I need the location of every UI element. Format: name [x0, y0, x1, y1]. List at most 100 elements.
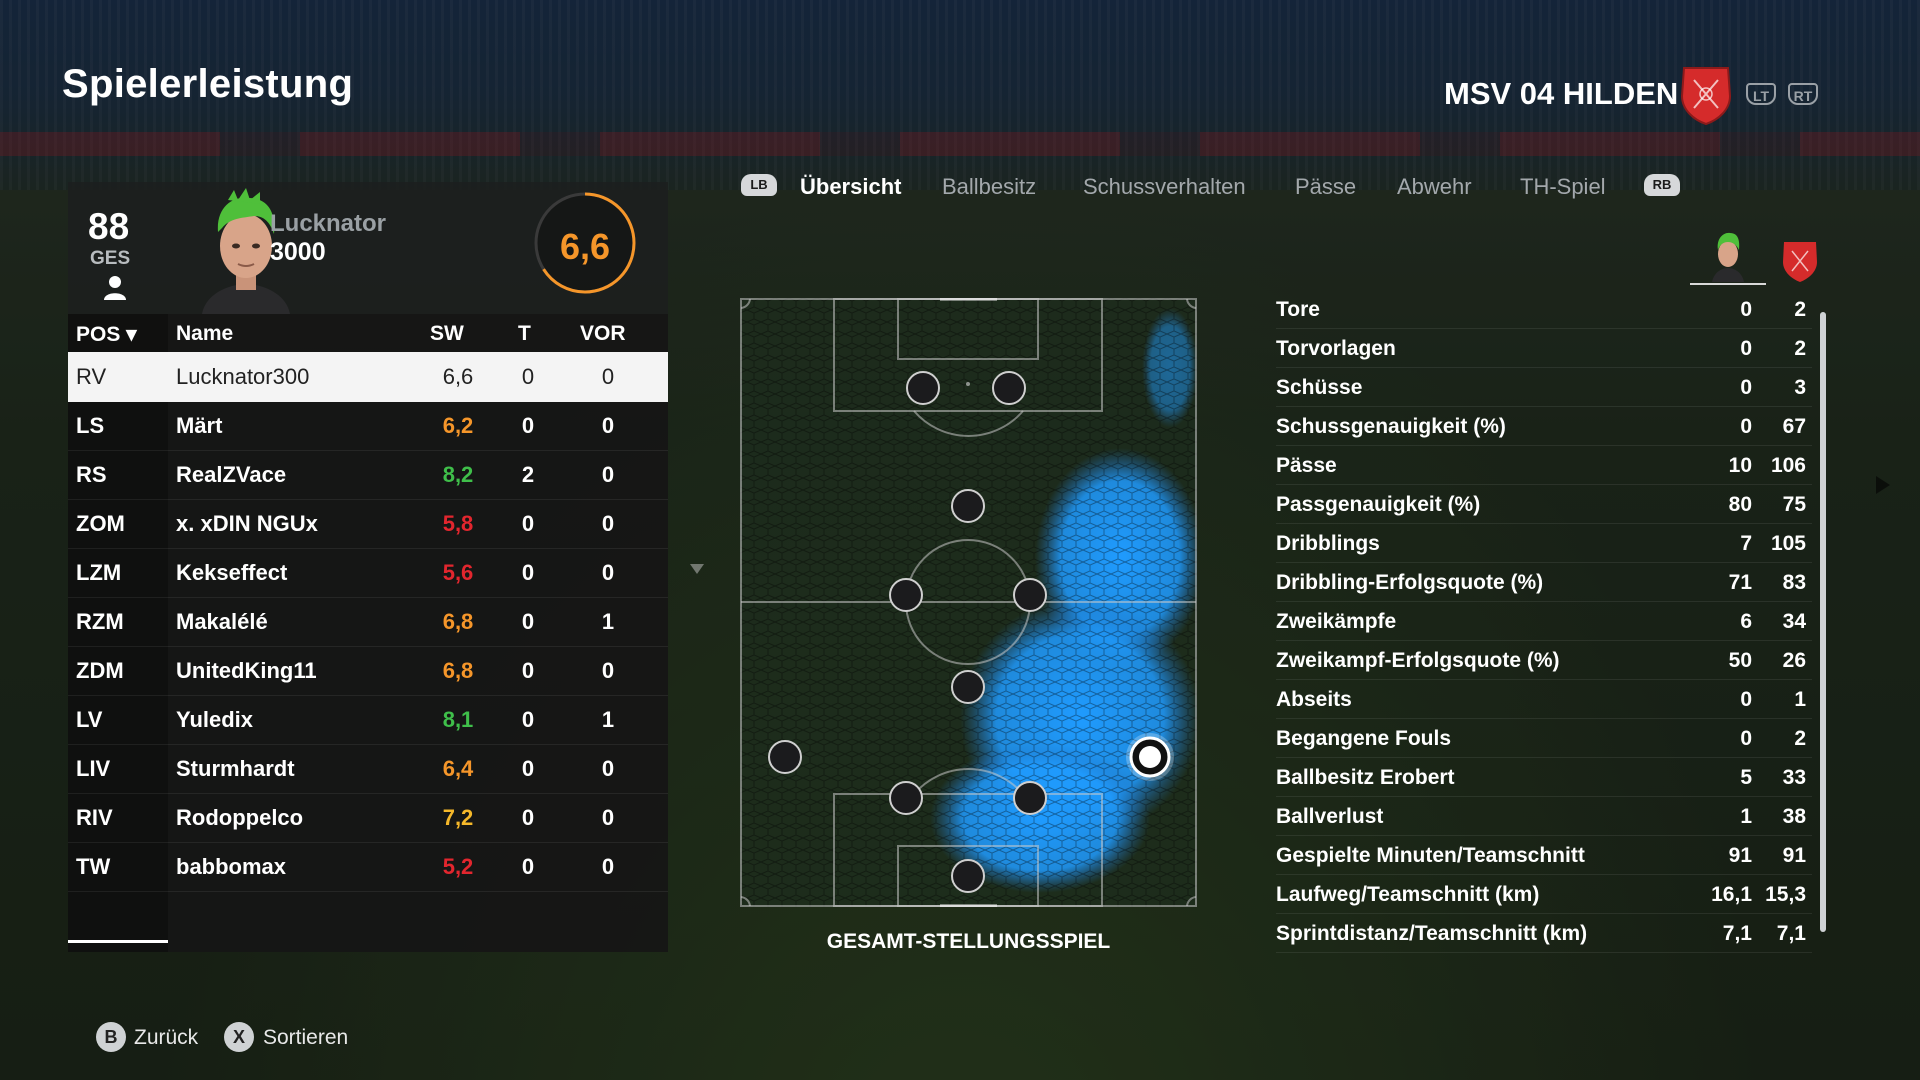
table-row[interactable]: RZM Makalélé 6,8 0 1 [68, 597, 668, 647]
column-header-t[interactable]: T [518, 322, 531, 345]
column-header-sw[interactable]: SW [430, 322, 464, 345]
stat-team-value: 2 [1794, 298, 1806, 321]
position-cell: ZDM [76, 658, 124, 683]
table-row[interactable]: RIV Rodoppelco 7,2 0 0 [68, 793, 668, 843]
rating-cell: 5,6 [442, 560, 474, 585]
position-cell: LIV [76, 756, 111, 781]
rating-cell: 5,2 [442, 854, 474, 879]
table-row[interactable]: LV Yuledix 8,1 0 1 [68, 695, 668, 745]
rb-bumper-button[interactable]: RB [1644, 174, 1680, 196]
stadium-background [0, 0, 1920, 190]
stat-team-value: 2 [1794, 337, 1806, 360]
column-header-vor[interactable]: VOR [580, 322, 626, 345]
stat-label: Zweikampf-Erfolgsquote (%) [1276, 649, 1560, 672]
stats-scrollbar-thumb[interactable] [1820, 312, 1826, 932]
goals-cell: 0 [521, 413, 535, 438]
rating-cell: 6,2 [442, 413, 474, 438]
stat-row: Begangene Fouls 0 2 [1276, 718, 1812, 758]
stat-row: Zweikämpfe 6 34 [1276, 601, 1812, 641]
assists-cell: 0 [601, 364, 615, 389]
next-arrow-icon[interactable] [1876, 476, 1890, 494]
stat-player-value: 5 [1740, 766, 1752, 789]
stat-label: Tore [1276, 298, 1320, 321]
player-marker-rzm[interactable] [1013, 578, 1047, 612]
stat-team-value: 2 [1794, 727, 1806, 750]
tab-3[interactable]: Pässe [1295, 174, 1357, 199]
stats-scrollbar[interactable] [1820, 312, 1826, 932]
stat-player-value: 0 [1740, 337, 1752, 360]
table-row[interactable]: LZM Kekseffect 5,6 0 0 [68, 548, 668, 598]
goals-cell: 0 [521, 560, 535, 585]
assists-cell: 0 [601, 658, 615, 683]
player-marker-rs[interactable] [992, 371, 1026, 405]
table-row[interactable]: RV Lucknator300 6,6 0 0 [68, 352, 668, 402]
team-crest-icon [1680, 67, 1732, 126]
tab-2[interactable]: Schussverhalten [1083, 174, 1246, 199]
match-rating-value: 6,6 [559, 226, 611, 267]
table-row[interactable]: RS RealZVace 8,2 2 0 [68, 450, 668, 500]
table-row[interactable]: LIV Sturmhardt 6,4 0 0 [68, 744, 668, 794]
player-marker-ls[interactable] [906, 371, 940, 405]
stat-player-value: 50 [1728, 649, 1752, 672]
goals-cell: 0 [521, 511, 535, 536]
assists-cell: 1 [601, 609, 615, 634]
goals-cell: 2 [521, 462, 535, 487]
stat-row: Abseits 0 1 [1276, 679, 1812, 719]
sort-button-label[interactable]: Sortieren [263, 1026, 349, 1049]
stat-label: Sprintdistanz/Teamschnitt (km) [1276, 922, 1588, 945]
player-marker-lv[interactable] [768, 740, 802, 774]
stat-team-value: 26 [1782, 649, 1806, 672]
tab-0[interactable]: Übersicht [800, 174, 902, 199]
player-marker-zdm[interactable] [951, 670, 985, 704]
lt-trigger-button[interactable]: LT [1746, 83, 1776, 105]
position-cell: RS [76, 462, 107, 487]
b-button-icon[interactable]: B [96, 1022, 126, 1052]
stat-row: Zweikampf-Erfolgsquote (%) 50 26 [1276, 640, 1812, 680]
stat-label: Ballverlust [1276, 805, 1384, 828]
stat-player-value: 80 [1728, 493, 1752, 516]
goals-cell: 0 [521, 854, 535, 879]
tab-5[interactable]: TH-Spiel [1520, 174, 1606, 199]
stat-player-value: 0 [1740, 727, 1752, 750]
player-marker-riv[interactable] [1013, 781, 1047, 815]
table-row[interactable]: TW babbomax 5,2 0 0 [68, 842, 668, 892]
position-cell: LS [76, 413, 105, 438]
name-cell: UnitedKing11 [176, 658, 317, 683]
player-marker-tw[interactable] [951, 859, 985, 893]
table-row[interactable]: LS Märt 6,2 0 0 [68, 401, 668, 451]
tab-1[interactable]: Ballbesitz [942, 174, 1037, 199]
lb-bumper-button[interactable]: LB [741, 174, 777, 196]
stat-player-value: 7 [1740, 532, 1752, 555]
stat-row: Tore 0 2 [1276, 289, 1812, 329]
player-marker-lzm[interactable] [889, 578, 923, 612]
tab-4[interactable]: Abwehr [1397, 174, 1472, 199]
back-button-label[interactable]: Zurück [134, 1026, 199, 1049]
player-marker-liv[interactable] [889, 781, 923, 815]
stat-player-value: 0 [1740, 415, 1752, 438]
x-button-icon[interactable]: X [224, 1022, 254, 1052]
column-header-pos[interactable]: POS ▾ [76, 323, 137, 346]
goals-cell: 0 [521, 658, 535, 683]
rt-trigger-button[interactable]: RT [1788, 83, 1818, 105]
stat-row: Pässe 10 106 [1276, 445, 1812, 485]
stat-team-value: 83 [1782, 571, 1806, 594]
position-cell: LV [76, 707, 103, 732]
person-icon [104, 276, 126, 300]
assists-cell: 0 [601, 805, 615, 830]
column-header-name[interactable]: Name [176, 322, 234, 345]
stat-label: Dribblings [1276, 532, 1380, 555]
position-column-shade [68, 314, 168, 952]
table-row[interactable]: ZDM UnitedKing11 6,8 0 0 [68, 646, 668, 696]
stat-player-value: 6 [1740, 610, 1752, 633]
stat-label: Schüsse [1276, 376, 1363, 399]
rating-cell: 6,4 [442, 756, 474, 781]
team-compare-crest-icon [1783, 242, 1817, 282]
player-marker-zom[interactable] [951, 489, 985, 523]
position-cell: TW [76, 854, 111, 879]
table-row[interactable]: ZOM x. xDIN NGUx 5,8 0 0 [68, 499, 668, 549]
stat-label: Schussgenauigkeit (%) [1276, 415, 1506, 438]
goals-cell: 0 [521, 364, 535, 389]
assists-cell: 0 [601, 413, 615, 438]
stat-label: Begangene Fouls [1276, 727, 1452, 750]
stat-row: Passgenauigkeit (%) 80 75 [1276, 484, 1812, 524]
